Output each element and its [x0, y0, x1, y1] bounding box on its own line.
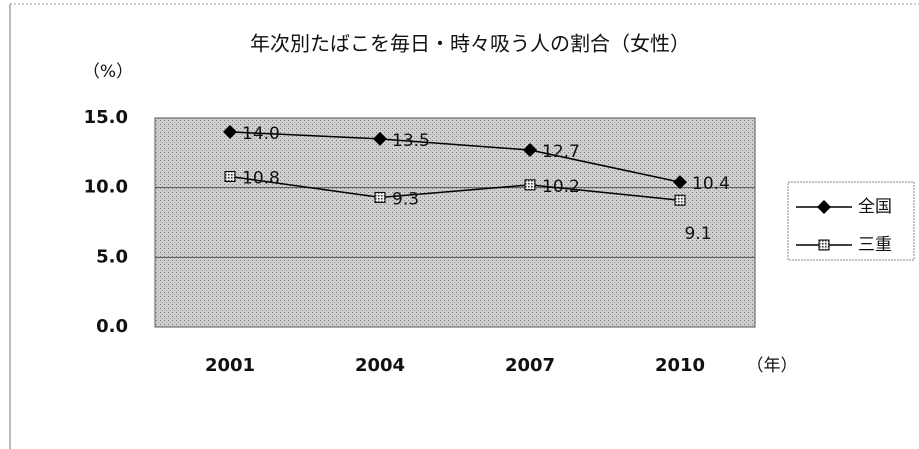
data-label: 12.7 [542, 142, 580, 162]
y-axis-label: （%） [83, 62, 133, 82]
y-tick-label: 15.0 [84, 107, 128, 128]
x-tick-label: 2007 [505, 355, 555, 376]
data-point [524, 179, 536, 191]
legend [787, 181, 915, 261]
data-point [674, 194, 686, 206]
data-point [373, 131, 387, 146]
data-point [223, 124, 237, 139]
x-axis-label: （年） [747, 356, 798, 376]
data-point [224, 171, 236, 183]
legend-label: 三重 [858, 235, 892, 255]
data-label: 10.4 [692, 174, 730, 194]
data-label: 9.1 [684, 224, 711, 244]
legend-marker [818, 239, 830, 251]
legend-marker [817, 200, 831, 214]
data-label: 10.8 [242, 169, 280, 189]
series-line [229, 175, 681, 201]
data-label: 14.0 [242, 124, 280, 144]
data-label: 10.2 [542, 177, 580, 197]
data-label: 9.3 [392, 189, 419, 209]
legend-label: 全国 [858, 197, 892, 217]
data-point [374, 191, 386, 203]
data-point [523, 143, 537, 158]
x-tick-label: 2001 [205, 355, 255, 376]
series-line [229, 131, 681, 183]
x-tick-label: 2004 [355, 355, 405, 376]
y-tick-label: 10.0 [84, 177, 128, 198]
plot-area [154, 117, 756, 328]
x-tick-label: 2010 [655, 355, 705, 376]
y-tick-label: 5.0 [96, 246, 128, 267]
y-tick-label: 0.0 [96, 316, 128, 337]
data-label: 13.5 [392, 131, 430, 151]
chart-title: 年次別たばこを毎日・時々吸う人の割合（女性） [250, 32, 690, 56]
data-point [673, 175, 687, 190]
